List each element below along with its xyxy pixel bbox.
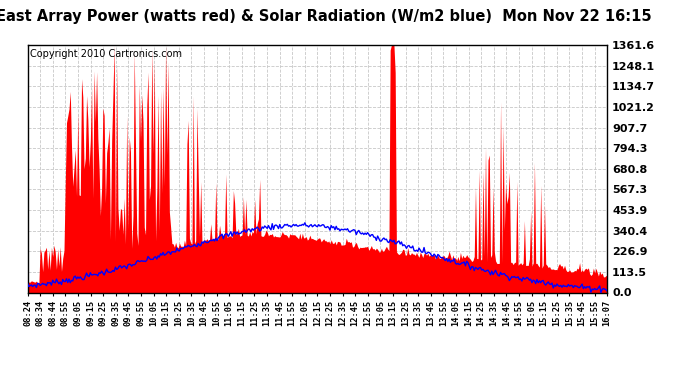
Text: Copyright 2010 Cartronics.com: Copyright 2010 Cartronics.com — [30, 49, 182, 59]
Text: East Array Power (watts red) & Solar Radiation (W/m2 blue)  Mon Nov 22 16:15: East Array Power (watts red) & Solar Rad… — [0, 9, 652, 24]
